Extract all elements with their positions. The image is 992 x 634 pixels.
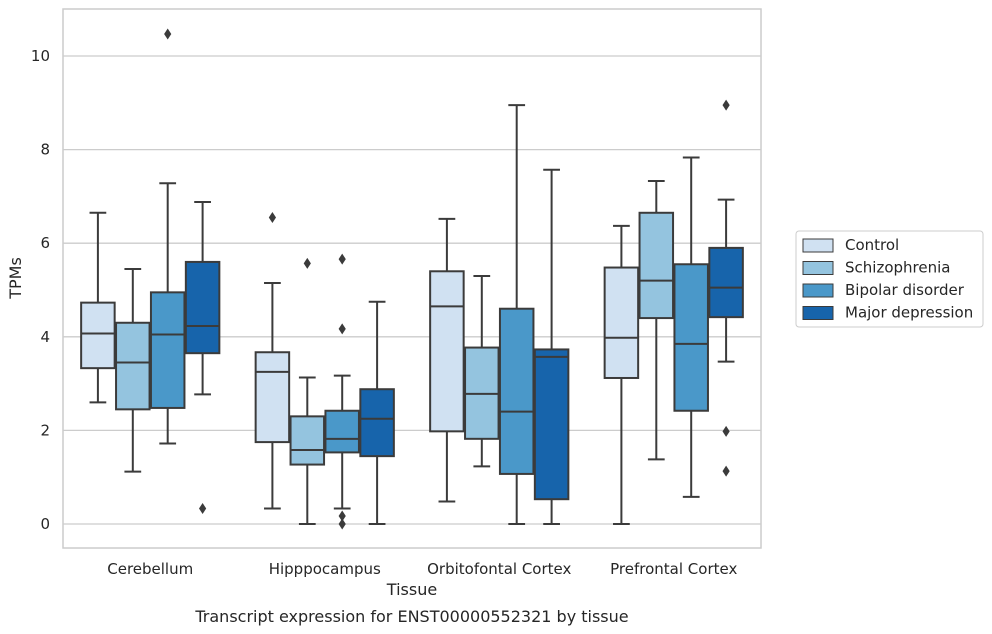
y-tick-label: 8 [40,141,50,159]
box [115,321,151,411]
box-plot [429,217,465,503]
y-tick-label: 6 [40,234,50,252]
box-plot [708,99,744,477]
outlier-point [338,510,346,522]
legend-swatch [802,283,834,298]
box-plot [324,253,360,530]
box-plot [673,156,709,498]
box [429,270,465,433]
legend-swatch [802,238,834,253]
outlier-point [199,503,207,515]
legend-label: Bipolar disorder [845,281,965,299]
figure-caption: Transcript expression for ENST0000055232… [194,607,628,626]
y-axis-label: TPMs [6,257,25,300]
outlier-point [338,253,346,265]
y-tick-label: 4 [40,328,50,346]
y-tick-label: 10 [31,47,50,65]
box-plot [115,267,151,473]
box-plot [289,257,326,525]
outlier-point [164,28,172,40]
x-tick-label: Orbitofontal Cortex [427,560,571,578]
legend-frame [795,230,984,328]
outlier-point [268,211,276,223]
box [533,348,570,501]
box [603,266,640,379]
box [149,291,186,409]
series-bipolar-disorder [149,28,709,530]
box [708,246,744,319]
outlier-point [722,425,730,437]
box-plot [184,201,221,515]
box [359,388,395,458]
box [254,351,291,444]
outlier-point [303,257,311,269]
box-plot [80,211,116,404]
outlier-point [338,518,346,530]
y-tick-label: 0 [40,515,50,533]
outlier-point [722,465,730,477]
box [638,211,675,320]
box [324,409,360,454]
legend-label: Control [845,236,899,254]
series-control [80,211,640,525]
y-tick-label: 2 [40,421,50,439]
box-plot [498,104,535,525]
box [673,263,709,412]
box [184,260,221,355]
box-plot [603,224,640,525]
legend-swatch [802,306,834,320]
x-tick-label: Prefrontal Cortex [610,560,737,578]
series-major-depression [184,99,744,525]
legend-label: Schizophrenia [845,259,950,277]
box [80,301,116,370]
plot-frame [62,8,762,549]
outlier-point [338,323,346,335]
x-tick-label: Cerebellum [107,560,193,578]
legend-swatch [802,261,834,275]
box-plot [149,28,186,445]
x-tick-label: Hipppocampus [269,560,381,578]
legend: Control Schizophrenia Bipolar disorder Majo… [795,230,984,328]
box-plot [464,274,500,468]
box-plot [359,300,395,525]
box [498,307,535,475]
y-tick-labels: 0 2 4 6 8 10 [31,47,50,533]
box-plot [254,211,291,510]
x-axis-label: Tissue [386,580,437,599]
outlier-point [722,99,730,111]
box-plot [638,179,675,461]
box-series [80,28,744,530]
x-tick-labels: Cerebellum Hipppocampus Orbitofontal Corte… [107,560,737,578]
box-plot [533,168,570,525]
legend-label: Major depression [845,304,973,322]
box [289,415,326,466]
series-schizophrenia [115,179,675,525]
